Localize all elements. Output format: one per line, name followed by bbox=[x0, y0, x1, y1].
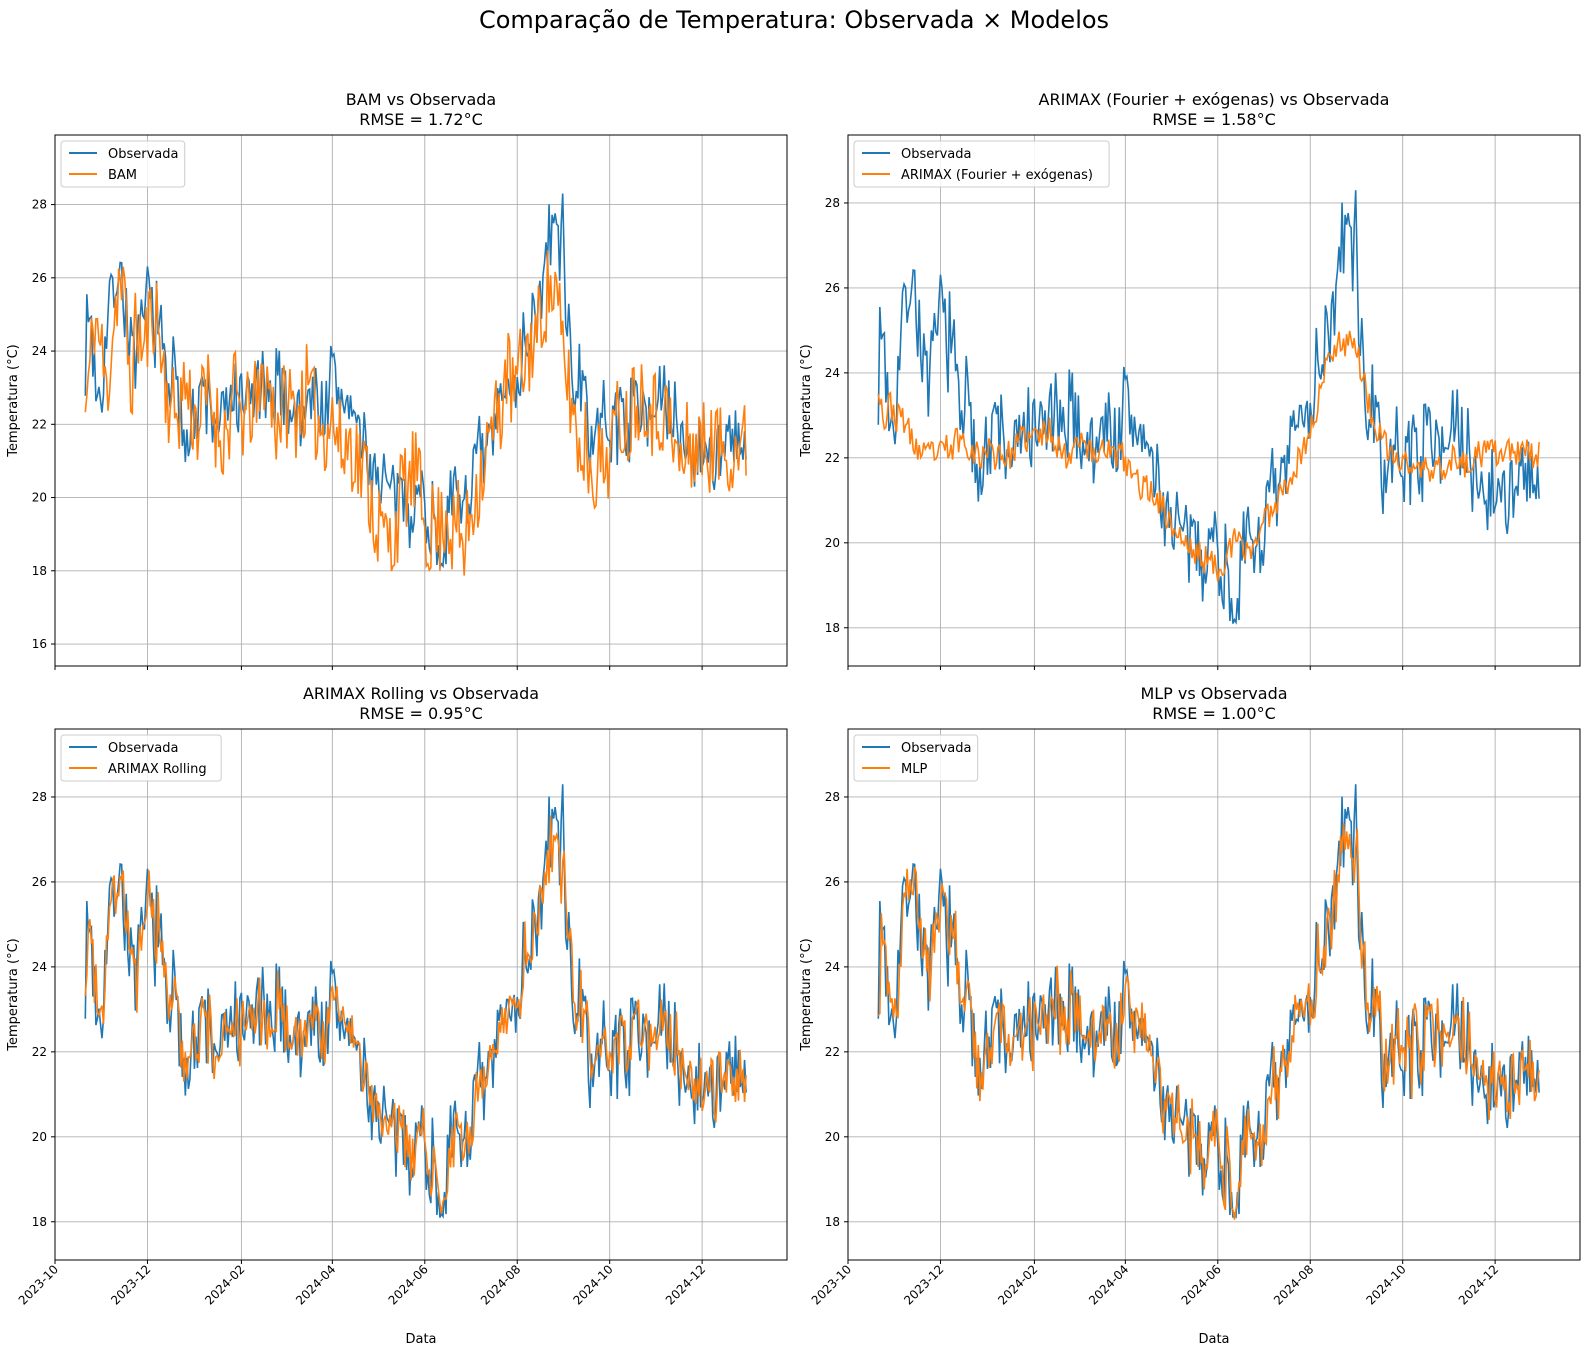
x-tick-label: 2024-02 bbox=[202, 1262, 247, 1307]
y-tick-label: 26 bbox=[825, 875, 840, 889]
y-axis-label: Temperatura (°C) bbox=[6, 344, 21, 457]
plot-frame bbox=[847, 728, 1581, 1261]
plot-frame bbox=[54, 728, 788, 1261]
y-tick-label: 24 bbox=[32, 960, 47, 974]
series-model-line bbox=[84, 250, 747, 576]
y-tick-label: 28 bbox=[32, 198, 47, 212]
y-tick-label: 24 bbox=[32, 344, 47, 358]
legend-label: MLP bbox=[901, 762, 927, 777]
grid-lines bbox=[847, 135, 1580, 666]
y-tick-label: 16 bbox=[32, 637, 47, 651]
subplot-rmse-label: RMSE = 0.95°C bbox=[359, 704, 483, 723]
y-tick-label: 20 bbox=[32, 491, 47, 505]
grid-lines bbox=[847, 729, 1580, 1260]
y-tick-label: 22 bbox=[825, 451, 840, 465]
y-tick-label: 18 bbox=[825, 621, 840, 635]
x-tick-label: 2024-04 bbox=[1086, 1262, 1131, 1307]
y-axis-label: Temperatura (°C) bbox=[799, 344, 814, 457]
legend-label: Observada bbox=[108, 147, 178, 162]
y-tick-label: 22 bbox=[32, 1045, 47, 1059]
legend: Observada ARIMAX Rolling bbox=[60, 734, 222, 782]
figure-title: Comparação de Temperatura: Observada × M… bbox=[479, 6, 1109, 34]
series-model-line bbox=[877, 823, 1540, 1220]
legend-label: ARIMAX Rolling bbox=[108, 762, 207, 777]
legend-label: ARIMAX (Fourier + exógenas) bbox=[901, 168, 1093, 183]
x-tick-label: 2024-12 bbox=[663, 1262, 708, 1307]
plot-frame bbox=[54, 134, 788, 667]
y-tick-label: 20 bbox=[32, 1130, 47, 1144]
x-tick-label: 2024-12 bbox=[1456, 1262, 1501, 1307]
subplot-2: ARIMAX (Fourier + exógenas) vs Observada… bbox=[799, 90, 1581, 670]
y-tick-label: 18 bbox=[32, 564, 47, 578]
y-axis-label: Temperatura (°C) bbox=[799, 938, 814, 1051]
legend: Observada ARIMAX (Fourier + exógenas) bbox=[853, 140, 1110, 188]
y-tick-label: 28 bbox=[825, 790, 840, 804]
y-tick-label: 26 bbox=[32, 875, 47, 889]
x-tick-label: 2024-04 bbox=[293, 1262, 338, 1307]
legend-box bbox=[853, 140, 1110, 188]
legend-label: Observada bbox=[108, 741, 178, 756]
y-tick-label: 28 bbox=[825, 196, 840, 210]
y-tick-label: 20 bbox=[825, 536, 840, 550]
x-tick-label: 2023-10 bbox=[16, 1262, 61, 1307]
y-tick-label: 26 bbox=[32, 271, 47, 285]
x-tick-label: 2023-12 bbox=[901, 1262, 946, 1307]
y-tick-label: 24 bbox=[825, 960, 840, 974]
subplot-rmse-label: RMSE = 1.72°C bbox=[359, 110, 483, 129]
x-tick-label: 2024-10 bbox=[570, 1262, 615, 1307]
series-model-line bbox=[84, 815, 747, 1214]
plot-frame bbox=[847, 134, 1581, 667]
x-tick-label: 2024-02 bbox=[995, 1262, 1040, 1307]
x-tick-label: 2023-12 bbox=[108, 1262, 153, 1307]
legend: Observada BAM bbox=[60, 140, 186, 188]
y-tick-label: 28 bbox=[32, 790, 47, 804]
series-observada-line bbox=[84, 193, 747, 569]
x-tick-label: 2023-10 bbox=[809, 1262, 854, 1307]
x-tick-label: 2024-08 bbox=[478, 1262, 523, 1307]
subplot-title: MLP vs Observada bbox=[1140, 684, 1287, 703]
subplot-title: BAM vs Observada bbox=[346, 90, 496, 109]
x-tick-label: 2024-06 bbox=[386, 1262, 431, 1307]
subplot-rmse-label: RMSE = 1.00°C bbox=[1152, 704, 1276, 723]
subplot-rmse-label: RMSE = 1.58°C bbox=[1152, 110, 1276, 129]
grid-lines bbox=[54, 729, 787, 1260]
y-tick-label: 20 bbox=[825, 1130, 840, 1144]
y-tick-label: 26 bbox=[825, 281, 840, 295]
series-model-line bbox=[877, 330, 1540, 582]
y-tick-label: 18 bbox=[32, 1215, 47, 1229]
subplot-title: ARIMAX Rolling vs Observada bbox=[303, 684, 539, 703]
y-tick-label: 22 bbox=[825, 1045, 840, 1059]
legend-label: BAM bbox=[108, 168, 137, 183]
x-tick-label: 2024-08 bbox=[1271, 1262, 1316, 1307]
y-tick-label: 22 bbox=[32, 417, 47, 431]
legend: Observada MLP bbox=[853, 734, 979, 782]
y-tick-label: 18 bbox=[825, 1215, 840, 1229]
grid-lines bbox=[54, 135, 787, 666]
x-tick-label: 2024-06 bbox=[1179, 1262, 1224, 1307]
x-tick-label: 2024-10 bbox=[1363, 1262, 1408, 1307]
y-tick-label: 24 bbox=[825, 366, 840, 380]
subplot-title: ARIMAX (Fourier + exógenas) vs Observada bbox=[1039, 90, 1390, 109]
legend-label: Observada bbox=[901, 741, 971, 756]
legend-label: Observada bbox=[901, 147, 971, 162]
y-axis-label: Temperatura (°C) bbox=[6, 938, 21, 1051]
x-axis-label: Data bbox=[405, 1332, 436, 1347]
legend-box bbox=[60, 734, 222, 782]
x-axis-label: Data bbox=[1198, 1332, 1229, 1347]
